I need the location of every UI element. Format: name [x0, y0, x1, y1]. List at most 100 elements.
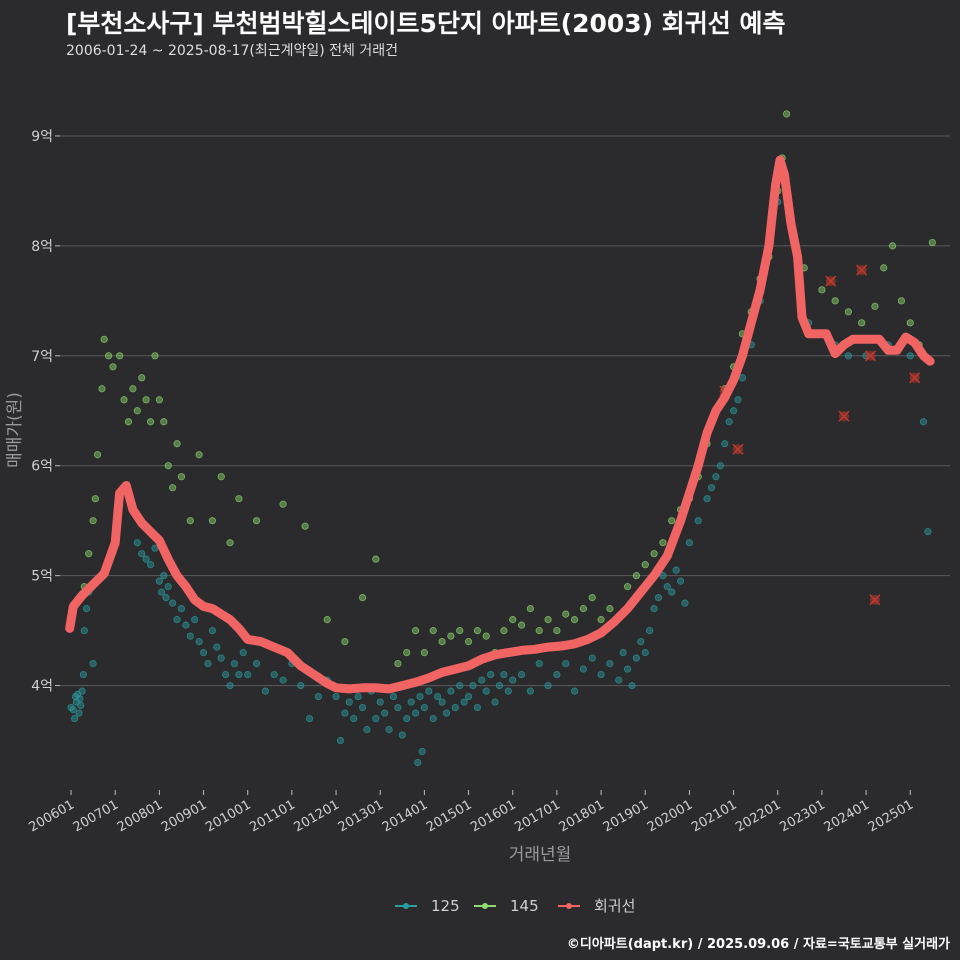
data-point-125	[637, 638, 645, 646]
data-point-125	[659, 572, 667, 580]
data-point-125	[707, 484, 716, 492]
outlier-cross	[864, 350, 877, 362]
data-point-145	[650, 550, 658, 558]
data-point-125	[164, 583, 172, 591]
data-point-125	[924, 528, 932, 536]
x-tick-label: 201101	[247, 797, 297, 835]
data-point-125	[597, 670, 605, 679]
data-point-145	[358, 594, 367, 602]
x-tick-label: 200801	[115, 797, 165, 835]
data-point-125	[186, 632, 194, 640]
data-point-145	[177, 473, 186, 481]
data-point-145	[109, 363, 117, 371]
data-point-125	[416, 692, 424, 701]
data-point-125	[80, 627, 88, 635]
data-point-145	[464, 638, 473, 646]
data-point-145	[151, 352, 159, 360]
data-point-125	[182, 621, 190, 629]
x-tick-label: 201901	[601, 797, 651, 835]
data-point-125	[372, 714, 380, 723]
x-tick-label: 201401	[380, 797, 430, 835]
y-tick-label: 7억	[31, 349, 53, 365]
data-point-145	[553, 627, 561, 635]
data-point-125	[146, 561, 155, 569]
data-point-125	[418, 747, 426, 756]
chart-title: [부천소사구] 부천범박힐스테이트5단지 아파트(2003) 회귀선 예측	[66, 9, 786, 38]
legend-item-regression: 회귀선	[558, 897, 635, 915]
data-point-125	[721, 440, 729, 448]
data-point-125	[588, 654, 596, 662]
data-point-125	[668, 588, 676, 596]
legend-item-125: 125	[395, 897, 460, 915]
data-point-125	[411, 709, 420, 717]
data-point-125	[133, 539, 141, 547]
x-tick-label: 202001	[645, 797, 695, 835]
data-point-145	[858, 319, 866, 327]
data-point-145	[104, 352, 113, 360]
data-point-145	[208, 517, 216, 525]
data-point-125	[138, 550, 146, 558]
legend-item-145: 145	[474, 897, 539, 915]
data-point-125	[716, 462, 724, 470]
series-125-points	[67, 198, 932, 767]
data-point-125	[244, 670, 252, 679]
x-tick-label: 201001	[203, 797, 253, 835]
data-point-125	[363, 725, 371, 734]
data-point-125	[230, 659, 239, 668]
data-point-125	[504, 687, 512, 695]
data-point-145	[138, 374, 146, 382]
data-point-145	[447, 632, 455, 640]
data-point-125	[204, 659, 212, 668]
data-point-125	[579, 665, 587, 673]
data-point-145	[623, 583, 632, 591]
data-point-145	[544, 616, 552, 624]
data-point-125	[376, 698, 384, 706]
y-tick-label: 5억	[31, 569, 53, 585]
data-point-125	[570, 687, 579, 695]
data-point-125	[553, 670, 561, 679]
data-point-145	[500, 627, 508, 635]
data-point-125	[623, 665, 632, 673]
data-point-125	[663, 583, 671, 591]
data-point-125	[517, 670, 526, 679]
data-point-145	[129, 385, 137, 393]
data-point-145	[85, 550, 93, 558]
data-point-125	[385, 725, 393, 734]
data-point-125	[473, 703, 481, 712]
data-point-145	[579, 605, 587, 613]
data-point-125	[398, 731, 406, 739]
data-point-145	[155, 396, 163, 404]
data-point-125	[725, 418, 733, 426]
data-point-145	[323, 616, 331, 624]
data-point-125	[78, 687, 86, 695]
x-tick-label: 201501	[424, 797, 474, 835]
data-point-125	[75, 709, 83, 717]
data-point-125	[403, 714, 411, 723]
legend-label: 145	[510, 897, 539, 915]
data-point-125	[544, 681, 552, 690]
data-point-125	[681, 599, 689, 607]
y-tick-label: 6억	[31, 459, 53, 475]
regression-line	[65, 155, 935, 694]
legend-label: 125	[431, 897, 460, 915]
data-point-125	[279, 676, 287, 684]
data-point-125	[712, 473, 720, 481]
data-point-125	[414, 758, 422, 767]
legend-swatch-dot	[482, 903, 488, 909]
data-point-145	[429, 627, 437, 635]
x-tick-label: 202301	[777, 797, 827, 835]
data-point-125	[526, 687, 534, 695]
data-point-125	[169, 599, 177, 607]
data-point-145	[871, 302, 879, 310]
data-point-125	[142, 555, 150, 563]
data-point-145	[411, 627, 420, 635]
x-tick-label: 202401	[822, 797, 872, 835]
data-point-125	[354, 692, 362, 701]
data-point-125	[482, 687, 490, 695]
data-point-145	[93, 451, 102, 459]
data-point-125	[451, 703, 459, 712]
data-point-125	[535, 659, 543, 668]
data-point-125	[381, 709, 389, 717]
data-point-125	[199, 648, 208, 657]
data-point-125	[615, 676, 623, 684]
